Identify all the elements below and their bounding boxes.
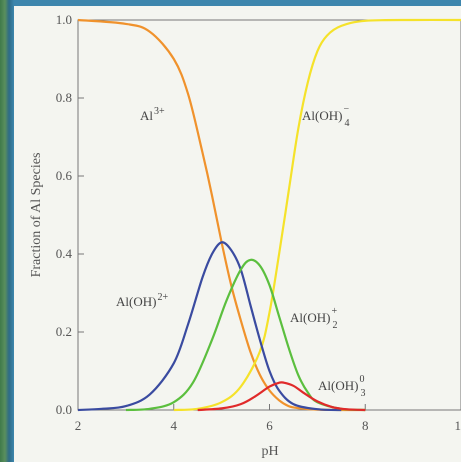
label-aloh4-minus: Al(OH)4− (302, 104, 349, 129)
y-tick-label: 0.8 (56, 90, 72, 105)
y-tick-label: 1.0 (56, 12, 72, 27)
x-tick-label: 6 (266, 418, 273, 433)
x-tick-label: 8 (362, 418, 369, 433)
x-axis-label: pH (261, 444, 278, 459)
curves (77, 18, 461, 412)
label-aloh-2plus: Al(OH)2+ (116, 292, 168, 309)
y-tick-label: 0.2 (56, 324, 72, 339)
chart-panel (14, 6, 461, 462)
series-line-aloh3-neutral (197, 381, 366, 412)
label-al3plus: Al3+ (140, 106, 165, 123)
label-aloh2-plus: Al(OH)2+ (290, 306, 337, 331)
y-tick-label: 0.4 (56, 246, 73, 261)
x-tick-label: 10 (455, 418, 461, 433)
series-line-aloh4-minus (173, 18, 461, 412)
x-tick-label: 2 (75, 418, 82, 433)
y-tick-label: 0.6 (56, 168, 73, 183)
label-aloh3-neutral: Al(OH)30 (318, 374, 365, 399)
y-axis-label: Fraction of Al Species (29, 153, 44, 278)
y-tick-label: 0.0 (56, 402, 72, 417)
series-line-aloh-2plus (77, 241, 342, 412)
plot-frame (77, 19, 461, 411)
series-line-al3plus (77, 18, 366, 412)
series-labels: Al3+ Al(OH)4− Al(OH)2+ Al(OH)2+ Al(OH)30 (116, 104, 365, 399)
x-tick-label: 4 (171, 418, 178, 433)
